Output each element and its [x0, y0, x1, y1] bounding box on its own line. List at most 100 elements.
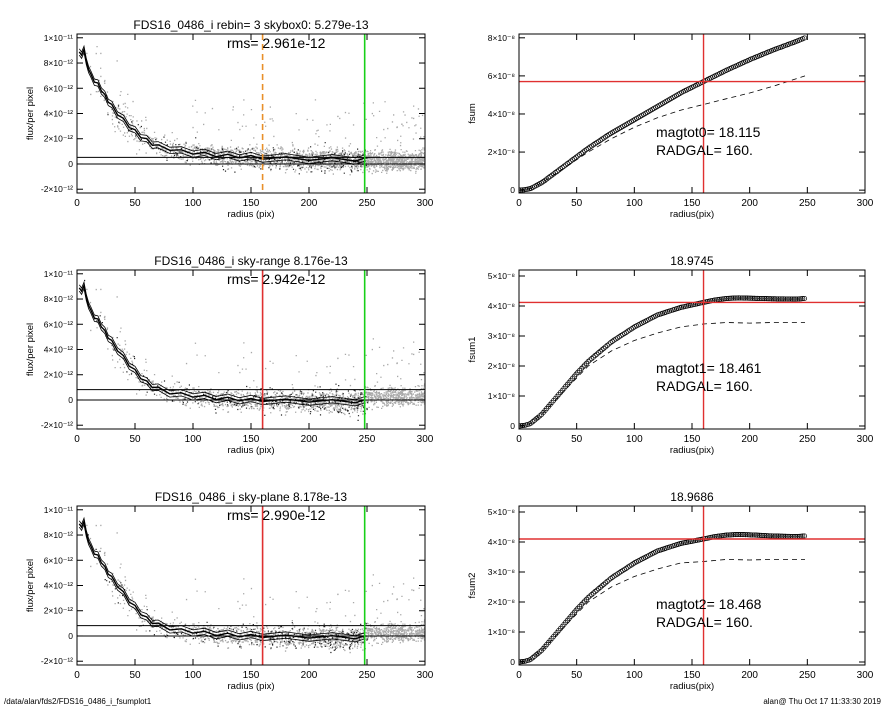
- x-tick-label: 250: [359, 434, 376, 445]
- x-axis-label: radius (pix): [228, 681, 275, 692]
- data-point: [730, 532, 737, 538]
- x-tick-label: 100: [185, 198, 202, 209]
- x-tick-label: 200: [301, 198, 318, 209]
- data-point: [741, 295, 747, 301]
- plot-panel-5: 0 50 100 150 200 250 300-2×10⁻¹²02×10⁻¹²4×10⁻¹…: [25, 490, 434, 692]
- y-tick-label: 6×10⁻⁸: [488, 71, 516, 81]
- plot-panel-4: 0 50 100 150 200 250 300 0 1×10⁻⁸ 2×10⁻⁸ 3×10⁻⁸ 4×1…: [467, 254, 874, 456]
- scatter-points: [86, 46, 425, 176]
- data-point: [756, 532, 763, 538]
- plot-panel-3: 0 50 100 150 200 250 300-2×10⁻¹²02×10⁻¹²4×10⁻¹…: [25, 254, 434, 456]
- data-point: [762, 533, 768, 539]
- x-tick-label: 250: [359, 198, 376, 209]
- data-point: [725, 532, 731, 538]
- data-point: [575, 369, 581, 375]
- plot-area: [77, 270, 425, 429]
- data-point: [590, 590, 596, 596]
- y-axis-label: flux/per pixel: [25, 323, 36, 376]
- data-point: [779, 296, 785, 302]
- data-point: [563, 162, 569, 168]
- data-point: [775, 296, 782, 302]
- data-point: [748, 532, 754, 538]
- data-point: [589, 356, 595, 362]
- data-point: [717, 296, 723, 302]
- profile-line: [78, 518, 365, 640]
- data-point: [578, 602, 584, 608]
- data-point: [556, 167, 562, 173]
- data-point: [576, 367, 583, 374]
- data-point: [597, 348, 603, 354]
- data-point: [585, 594, 591, 601]
- x-tick-label: 0: [516, 198, 522, 209]
- data-point: [746, 532, 752, 538]
- x-tick-label: 250: [359, 670, 376, 681]
- y-tick-label: 2×10⁻¹²: [44, 134, 73, 144]
- x-tick-label: 150: [684, 670, 701, 681]
- data-point: [727, 532, 733, 538]
- data-point: [756, 295, 763, 302]
- y-tick-label: 3×10⁻⁸: [488, 331, 516, 341]
- x-axis-label: radius (pix): [228, 209, 275, 220]
- data-point: [784, 296, 790, 302]
- y-tick-label: 3×10⁻⁸: [488, 567, 516, 577]
- x-tick-label: 300: [417, 670, 434, 681]
- rms-annotation: rms= 2.990e-12: [227, 507, 326, 523]
- data-point: [777, 296, 783, 302]
- profile-line: [78, 516, 365, 637]
- plot-frame: [518, 33, 866, 194]
- y-tick-label: 4×10⁻¹²: [44, 581, 73, 591]
- y-tick-label: 8×10⁻¹²: [44, 530, 73, 540]
- data-point: [801, 295, 808, 302]
- x-tick-label: 300: [857, 670, 874, 681]
- data-point: [596, 350, 602, 356]
- profile-line: [78, 280, 365, 401]
- y-tick-label: 6×10⁻¹²: [44, 319, 73, 329]
- data-point: [760, 295, 766, 302]
- scatter-points: [86, 524, 425, 654]
- plot-panel-6: 0 50 100 150 200 250 300 0 1×10⁻⁸ 2×10⁻⁸ 3×10⁻⁸ 4×1…: [467, 490, 874, 692]
- data-point: [575, 153, 581, 159]
- data-point: [749, 532, 756, 538]
- plot-area: [519, 270, 865, 429]
- x-tick-label: 200: [301, 670, 318, 681]
- x-tick-label: 0: [516, 670, 522, 681]
- x-tick-label: 50: [129, 670, 141, 681]
- radgal-annotation: RADGAL= 160.: [656, 378, 753, 394]
- data-point: [749, 295, 756, 301]
- profile-line: [78, 44, 365, 159]
- data-point: [789, 296, 795, 302]
- data-point: [717, 533, 723, 539]
- y-tick-label: 6×10⁻¹²: [44, 555, 73, 565]
- rms-annotation: rms= 2.961e-12: [227, 35, 326, 51]
- data-point: [763, 533, 769, 539]
- data-point: [788, 296, 794, 302]
- y-tick-label: 0: [68, 631, 73, 641]
- y-axis-label: flux/per pixel: [25, 87, 36, 140]
- x-tick-label: 0: [74, 198, 80, 209]
- data-point: [594, 351, 600, 357]
- x-tick-label: 50: [571, 198, 583, 209]
- data-point: [758, 532, 764, 538]
- data-point: [765, 296, 771, 302]
- data-point: [755, 295, 761, 301]
- x-tick-label: 100: [626, 434, 643, 445]
- data-point: [782, 296, 788, 302]
- data-point: [800, 296, 806, 302]
- y-tick-label: 2×10⁻⁸: [488, 147, 516, 157]
- data-point: [751, 532, 757, 538]
- data-point: [544, 176, 550, 182]
- radgal-annotation: RADGAL= 160.: [656, 142, 753, 158]
- x-tick-label: 250: [799, 198, 816, 209]
- magtot-annotation: magtot2= 18.468: [656, 596, 762, 612]
- y-tick-label: 2×10⁻⁸: [488, 597, 516, 607]
- data-point: [571, 155, 577, 162]
- y-tick-label: 1×10⁻¹¹: [44, 33, 73, 43]
- data-point: [732, 532, 738, 538]
- x-tick-label: 50: [571, 434, 583, 445]
- x-tick-label: 150: [684, 198, 701, 209]
- data-point: [732, 295, 738, 301]
- data-point: [594, 587, 600, 593]
- y-tick-label: 5×10⁻⁸: [488, 507, 516, 517]
- y-tick-label: 0: [510, 185, 515, 195]
- y-tick-label: 8×10⁻¹²: [44, 294, 73, 304]
